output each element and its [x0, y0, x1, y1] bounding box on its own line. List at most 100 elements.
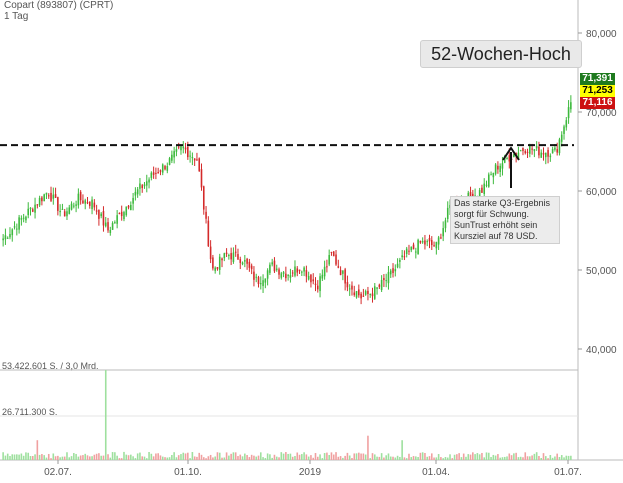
candle-body	[228, 254, 230, 257]
candle-body	[540, 152, 543, 158]
volume-bar	[2, 452, 4, 460]
candle-body	[262, 280, 264, 287]
candle-body	[120, 211, 123, 217]
volume-bar	[549, 455, 552, 460]
candle-body	[280, 273, 283, 278]
candle-body	[481, 187, 483, 193]
candle-body	[4, 235, 7, 240]
volume-bar	[271, 457, 273, 460]
candle-body	[446, 207, 449, 219]
candle-body	[109, 230, 112, 234]
candle-body	[36, 204, 39, 206]
volume-bar	[453, 454, 456, 460]
volume-bar	[255, 456, 258, 460]
volume-bar	[127, 455, 130, 460]
candle-body	[364, 291, 367, 295]
volume-bar	[401, 440, 403, 460]
candle-body	[141, 185, 144, 189]
x-tick-label: 2019	[299, 467, 322, 478]
price-box-last: 71,253	[580, 85, 615, 97]
volume-bar	[259, 452, 262, 460]
volume-bar	[351, 458, 353, 460]
volume-bar	[141, 456, 144, 460]
volume-bar	[335, 452, 337, 460]
candle-body	[323, 266, 326, 277]
candle-body	[544, 152, 547, 158]
candle-body	[369, 294, 372, 296]
volume-bar	[34, 454, 36, 460]
volume-bar	[358, 452, 360, 460]
volume-bar	[328, 454, 330, 460]
candle-body	[330, 251, 333, 253]
volume-bar	[11, 454, 14, 460]
candle-body	[424, 240, 426, 245]
volume-bar	[380, 453, 383, 460]
candle-body	[499, 165, 501, 172]
candle-body	[547, 150, 549, 157]
candle-body	[34, 204, 36, 213]
volume-bar	[52, 453, 55, 460]
candle-body	[145, 181, 148, 186]
volume-bar	[269, 454, 271, 460]
volume-bar	[88, 456, 91, 460]
candle-body	[88, 201, 91, 206]
candle-body	[123, 212, 125, 220]
candle-body	[353, 292, 356, 295]
volume-bar	[458, 453, 460, 460]
candle-body	[371, 293, 374, 297]
candle-body	[244, 260, 246, 262]
candle-body	[57, 197, 59, 211]
candle-body	[285, 273, 287, 279]
candle-body	[75, 204, 77, 206]
volume-bar	[433, 457, 435, 460]
volume-bar	[150, 453, 153, 460]
volume-bar	[396, 455, 399, 460]
candle-body	[125, 206, 128, 216]
candle-body	[289, 275, 292, 278]
candle-body	[508, 155, 511, 162]
candle-body	[184, 147, 187, 150]
candle-body	[20, 218, 23, 220]
volume-bar	[556, 453, 558, 460]
candle-body	[506, 157, 508, 159]
volume-bar	[426, 456, 429, 460]
volume-bar	[257, 455, 260, 460]
candle-body	[303, 267, 305, 272]
volume-bar	[205, 458, 207, 460]
candle-body	[22, 217, 25, 219]
candle-body	[175, 149, 178, 152]
volume-bar	[353, 453, 356, 460]
volume-bar	[111, 452, 114, 460]
candle-body	[501, 163, 504, 169]
volume-bar	[467, 454, 470, 460]
volume-bar	[567, 455, 570, 460]
volume-bar	[266, 453, 269, 460]
volume-bar	[250, 454, 253, 460]
candle-body	[248, 261, 251, 268]
volume-bar	[403, 457, 406, 460]
volume-bar	[232, 452, 235, 460]
chart-interval: 1 Tag	[4, 11, 29, 22]
candle-body	[43, 194, 45, 202]
volume-bar	[510, 455, 513, 460]
candle-body	[549, 155, 552, 158]
volume-bar	[157, 453, 159, 460]
candle-body	[98, 209, 100, 219]
candle-body	[396, 263, 399, 268]
candle-body	[232, 252, 235, 262]
x-tick-label: 01.04.	[422, 467, 450, 478]
candle-body	[563, 126, 565, 134]
candle-body	[91, 199, 93, 210]
volume-bar	[287, 453, 289, 460]
volume-bar	[337, 456, 340, 460]
volume-bar	[310, 455, 312, 460]
candle-body	[389, 270, 392, 275]
candle-body	[487, 174, 490, 187]
volume-bar	[134, 458, 137, 460]
candle-body	[68, 207, 71, 214]
volume-bar	[130, 454, 132, 460]
volume-bar	[419, 452, 422, 460]
volume-bar	[63, 456, 66, 460]
candle-body	[136, 189, 139, 195]
